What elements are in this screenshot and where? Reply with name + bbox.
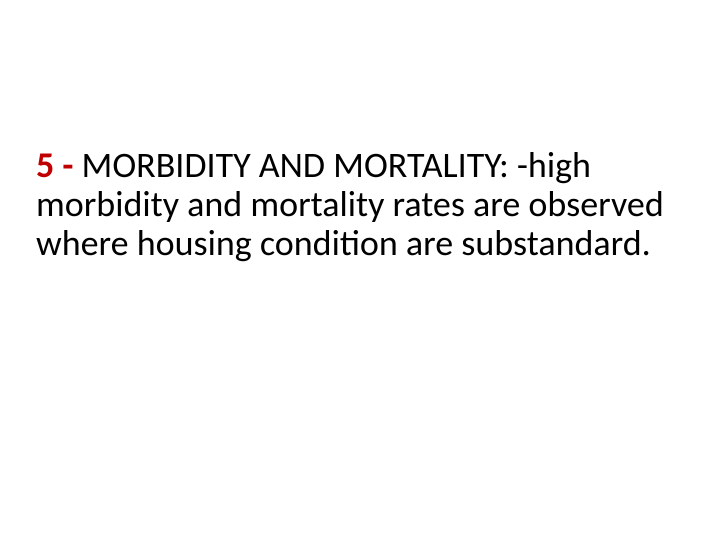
body-text: MORBIDITY AND MORTALITY: -high morbidity… (36, 143, 664, 265)
item-number: 5 - (36, 143, 73, 187)
content-paragraph: 5 - MORBIDITY AND MORTALITY: -high morbi… (36, 146, 684, 263)
slide: 5 - MORBIDITY AND MORTALITY: -high morbi… (0, 0, 720, 540)
